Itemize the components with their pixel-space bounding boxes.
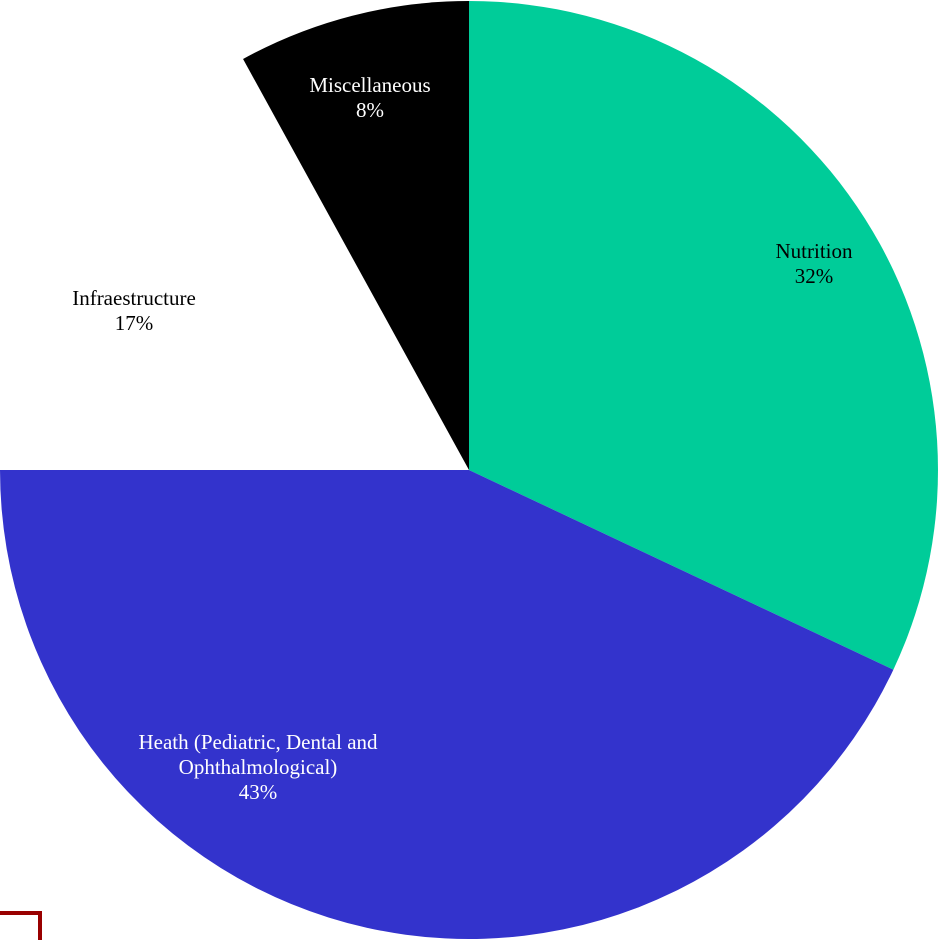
slice-label-name-line: Infraestructure <box>72 286 196 310</box>
slice-label-miscellaneous: Miscellaneous 8% <box>309 73 430 122</box>
pie-labels: Nutrition 32% Heath (Pediatric, Dental and… <box>72 73 853 804</box>
slice-label-name-line: Heath (Pediatric, Dental and <box>138 730 378 754</box>
slice-value-label: 17% <box>115 311 154 335</box>
slice-value-label: 8% <box>356 98 384 122</box>
slice-value-label: 32% <box>795 264 834 288</box>
slice-value-label: 43% <box>239 780 278 804</box>
corner-bracket-mark <box>0 911 42 940</box>
pie-slice-nutrition <box>469 1 938 670</box>
slice-label-nutrition: Nutrition 32% <box>776 239 853 288</box>
pie-slice-miscellaneous <box>243 0 469 470</box>
pie-slice-heath <box>0 470 894 939</box>
slice-label-name-line: Nutrition <box>776 239 853 263</box>
slice-label-infraestructure: Infraestructure 17% <box>72 286 196 335</box>
slice-label-name-line: Ophthalmological) <box>179 755 338 779</box>
slice-label-name-line: Miscellaneous <box>309 73 430 97</box>
pie-slice-infraestructure <box>0 59 469 470</box>
slice-label-heath: Heath (Pediatric, Dental and Ophthalmolog… <box>138 730 378 804</box>
